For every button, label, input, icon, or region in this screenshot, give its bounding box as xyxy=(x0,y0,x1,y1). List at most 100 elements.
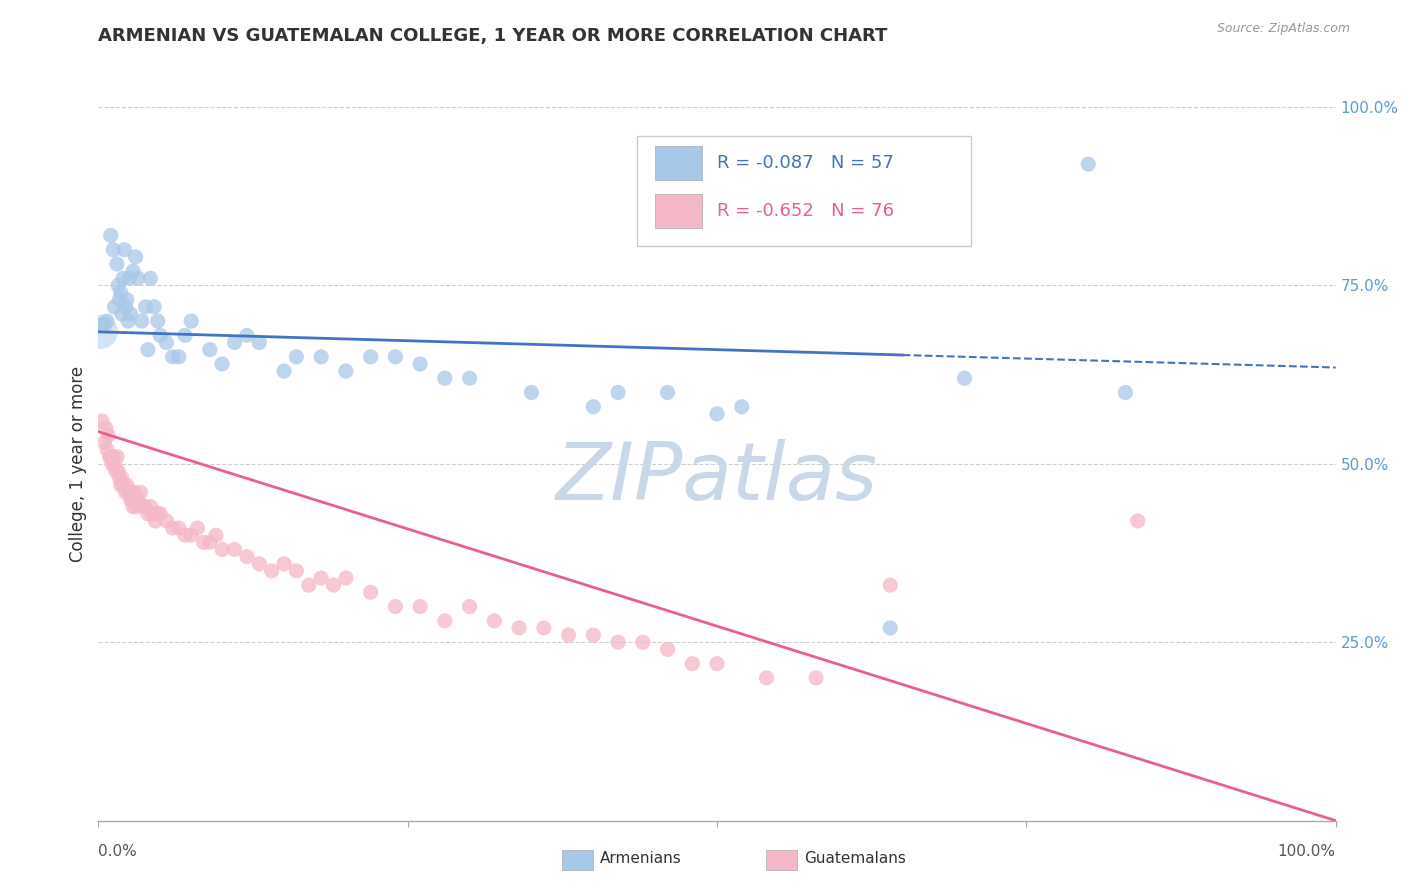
Point xyxy=(804,671,827,685)
Point xyxy=(115,293,138,307)
Point xyxy=(557,628,579,642)
Point xyxy=(104,464,127,478)
Point xyxy=(146,507,169,521)
Point xyxy=(285,564,308,578)
Point xyxy=(224,335,246,350)
Point xyxy=(167,350,190,364)
Point xyxy=(731,400,754,414)
Point xyxy=(174,328,197,343)
Point xyxy=(121,492,143,507)
Text: ZIPatlas: ZIPatlas xyxy=(555,439,879,517)
Point xyxy=(309,571,332,585)
Text: 100.0%: 100.0% xyxy=(1278,845,1336,859)
Point xyxy=(384,350,406,364)
Point xyxy=(118,485,141,500)
Point xyxy=(105,450,128,464)
Point xyxy=(167,521,190,535)
Point xyxy=(360,585,382,599)
Point xyxy=(110,478,132,492)
Point xyxy=(706,407,728,421)
Point xyxy=(681,657,703,671)
Point xyxy=(198,535,221,549)
Point xyxy=(134,300,156,314)
Point xyxy=(94,421,117,435)
Point xyxy=(122,264,145,278)
Point xyxy=(103,450,125,464)
Point xyxy=(124,250,146,264)
Point xyxy=(631,635,654,649)
Point xyxy=(508,621,530,635)
FancyBboxPatch shape xyxy=(655,194,702,228)
Point xyxy=(103,243,125,257)
Point xyxy=(1126,514,1149,528)
Point xyxy=(107,278,129,293)
Point xyxy=(139,271,162,285)
Point xyxy=(273,364,295,378)
Point xyxy=(136,343,159,357)
Point xyxy=(142,507,165,521)
Point xyxy=(879,621,901,635)
Point xyxy=(755,671,778,685)
Point xyxy=(533,621,555,635)
Point xyxy=(879,578,901,592)
Point xyxy=(433,614,456,628)
Point xyxy=(260,564,283,578)
Point xyxy=(114,485,136,500)
Point xyxy=(107,464,129,478)
Point xyxy=(101,457,124,471)
Point xyxy=(193,535,215,549)
Point xyxy=(91,414,114,428)
Point xyxy=(162,521,184,535)
Point xyxy=(120,307,142,321)
Point xyxy=(247,335,270,350)
Point xyxy=(520,385,543,400)
Point xyxy=(155,335,177,350)
Point xyxy=(100,228,122,243)
Point xyxy=(117,485,139,500)
Point xyxy=(120,492,142,507)
Point xyxy=(582,628,605,642)
FancyBboxPatch shape xyxy=(637,136,970,246)
Point xyxy=(335,364,357,378)
Point xyxy=(409,599,432,614)
Point xyxy=(657,385,679,400)
Point xyxy=(211,542,233,557)
Point xyxy=(384,599,406,614)
Point xyxy=(134,500,156,514)
Point xyxy=(1114,385,1136,400)
Point xyxy=(96,442,118,457)
Y-axis label: College, 1 year or more: College, 1 year or more xyxy=(69,366,87,562)
Text: ARMENIAN VS GUATEMALAN COLLEGE, 1 YEAR OR MORE CORRELATION CHART: ARMENIAN VS GUATEMALAN COLLEGE, 1 YEAR O… xyxy=(98,27,887,45)
Point xyxy=(91,318,114,332)
Point xyxy=(409,357,432,371)
Point xyxy=(180,314,202,328)
Point xyxy=(224,542,246,557)
Point xyxy=(112,243,135,257)
Point xyxy=(205,528,228,542)
Point xyxy=(484,614,506,628)
Point xyxy=(93,435,115,450)
Point xyxy=(108,293,131,307)
Text: R = -0.087   N = 57: R = -0.087 N = 57 xyxy=(717,153,894,171)
Point xyxy=(111,471,134,485)
Point xyxy=(146,314,169,328)
Point xyxy=(108,471,131,485)
Point xyxy=(607,385,630,400)
Point xyxy=(143,514,166,528)
Point xyxy=(285,350,308,364)
Point xyxy=(112,271,135,285)
Point xyxy=(127,271,149,285)
Point xyxy=(186,521,208,535)
Point xyxy=(97,428,120,442)
Point xyxy=(115,478,138,492)
Point xyxy=(127,492,149,507)
Text: 0.0%: 0.0% xyxy=(98,845,138,859)
Point xyxy=(136,507,159,521)
Point xyxy=(93,318,115,332)
Point xyxy=(273,557,295,571)
Point xyxy=(124,500,146,514)
Point xyxy=(360,350,382,364)
Point xyxy=(111,307,134,321)
Point xyxy=(706,657,728,671)
Point xyxy=(657,642,679,657)
